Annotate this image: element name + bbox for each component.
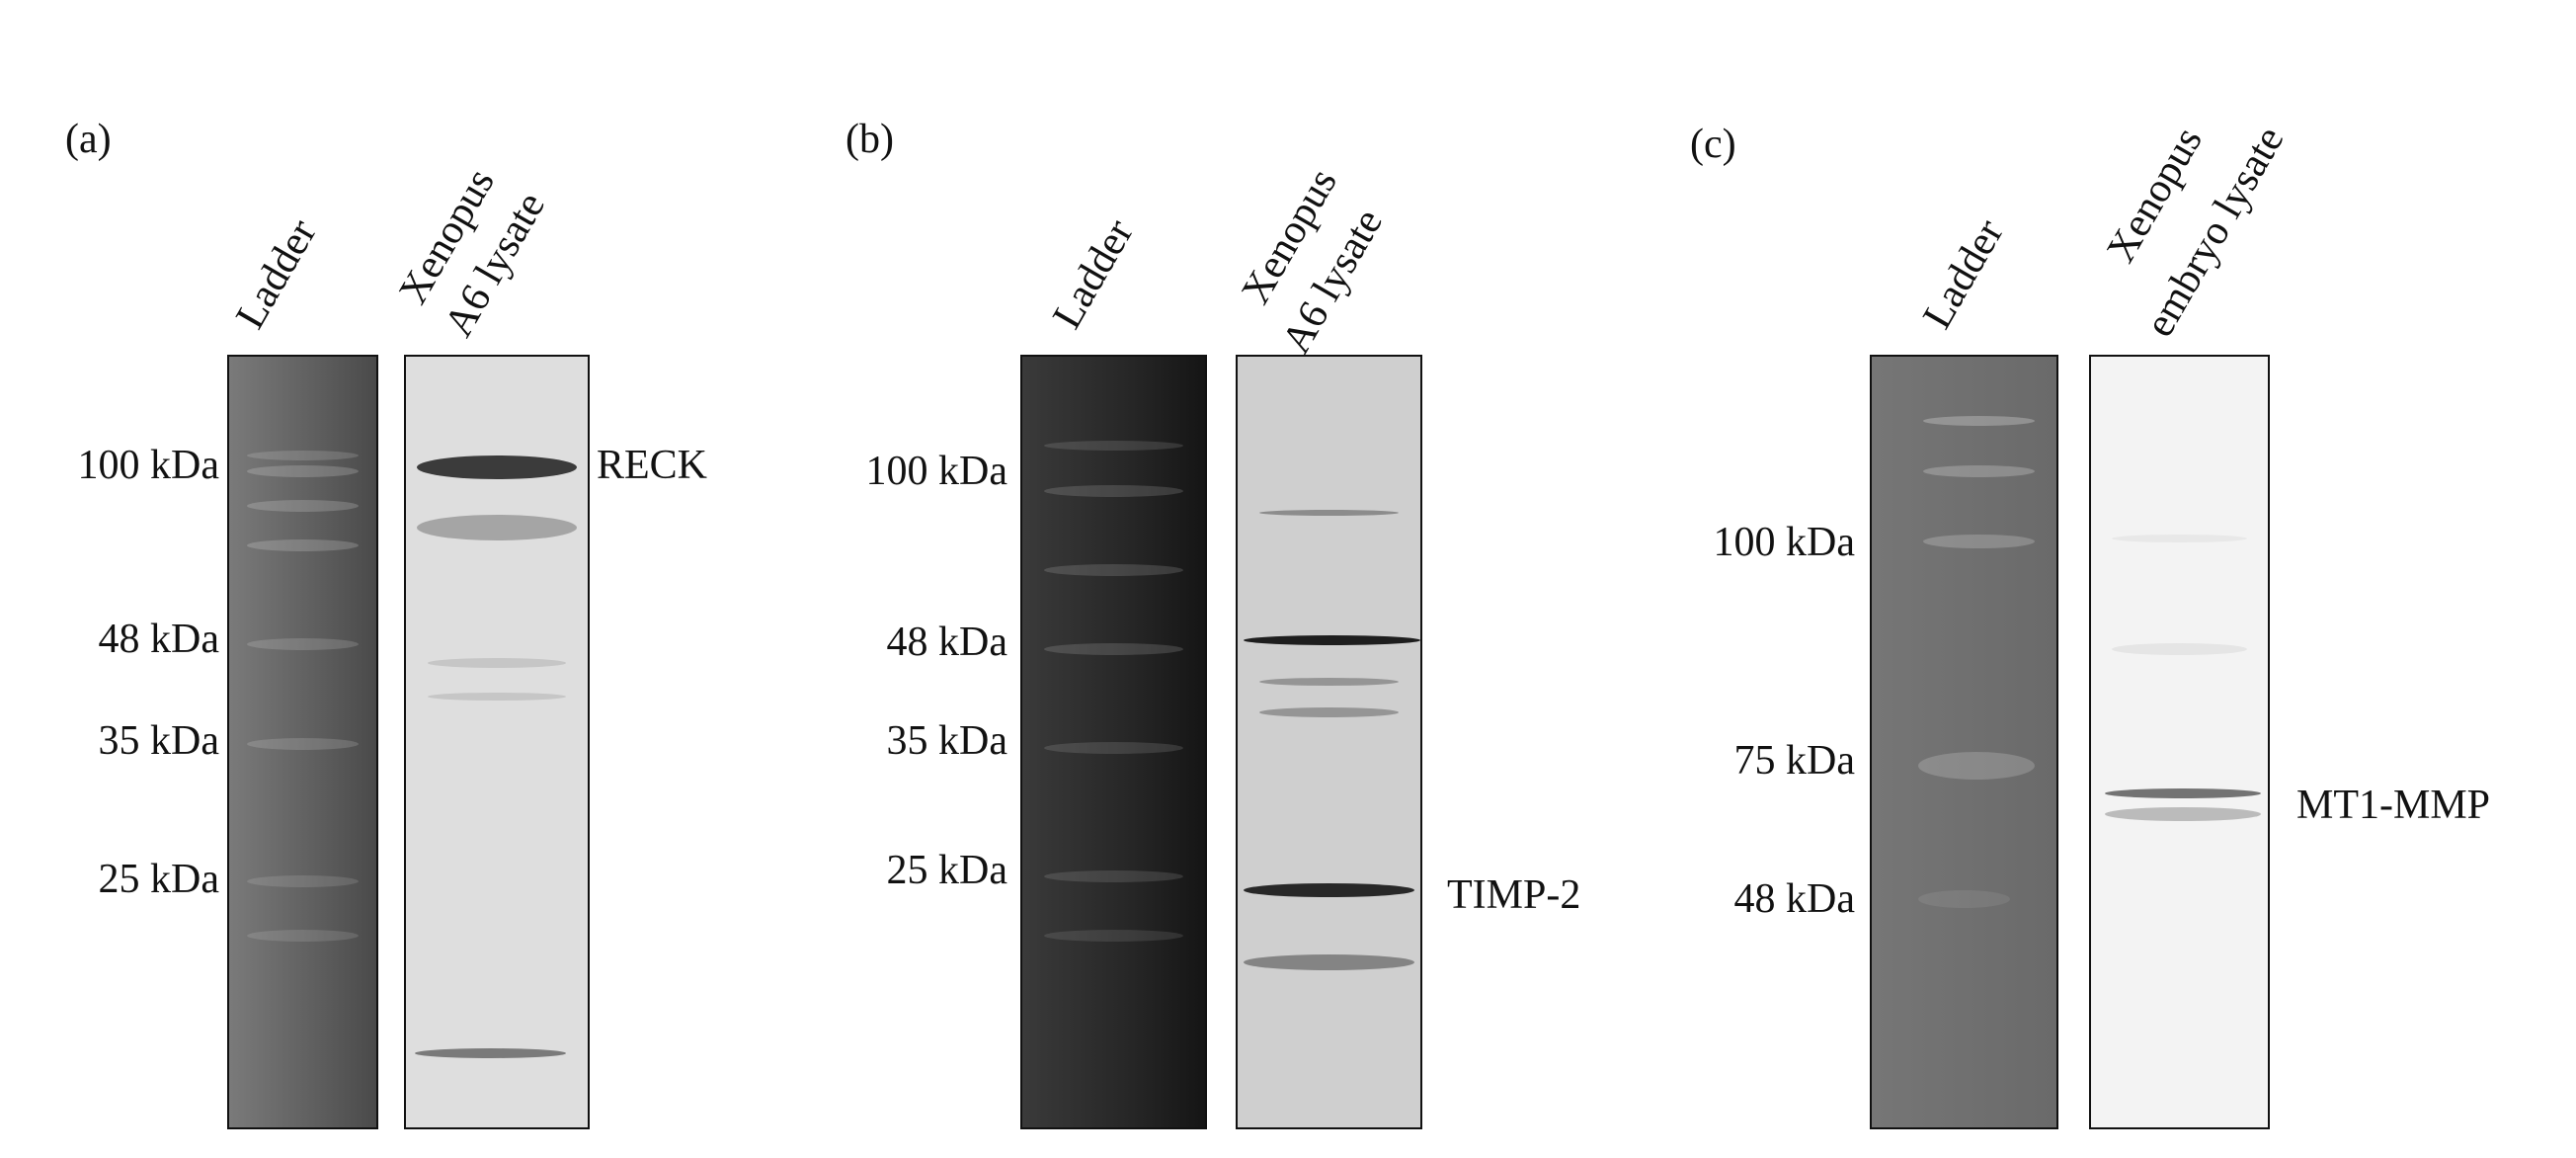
ladder-lane bbox=[1870, 355, 2058, 1129]
target-label: TIMP-2 bbox=[1447, 872, 1581, 918]
marker-label: 48 kDa bbox=[98, 617, 219, 662]
marker-label: 75 kDa bbox=[1733, 738, 1855, 784]
marker-label: 35 kDa bbox=[886, 718, 1007, 764]
lane-label-ladder: Ladder bbox=[1044, 211, 1143, 337]
lane-label-ladder: Ladder bbox=[1914, 211, 2013, 337]
marker-label: 48 kDa bbox=[1733, 876, 1855, 922]
lane-label-ladder: Ladder bbox=[227, 211, 326, 337]
marker-label: 48 kDa bbox=[886, 620, 1007, 665]
sample-lane bbox=[404, 355, 590, 1129]
ladder-lane bbox=[1020, 355, 1207, 1129]
marker-label: 25 kDa bbox=[98, 857, 219, 902]
sample-lane bbox=[2089, 355, 2270, 1129]
marker-label: 100 kDa bbox=[77, 443, 219, 488]
ladder-lane bbox=[227, 355, 378, 1129]
panel-c-label: (c) bbox=[1690, 122, 1736, 167]
target-label: RECK bbox=[597, 443, 708, 488]
marker-label: 35 kDa bbox=[98, 718, 219, 764]
marker-label: 100 kDa bbox=[865, 449, 1007, 494]
marker-label: 25 kDa bbox=[886, 848, 1007, 893]
sample-lane bbox=[1236, 355, 1422, 1129]
target-label: MT1-MMP bbox=[2296, 783, 2491, 828]
marker-label: 100 kDa bbox=[1713, 520, 1855, 565]
panel-b-label: (b) bbox=[845, 117, 894, 162]
panel-a-label: (a) bbox=[65, 117, 112, 162]
